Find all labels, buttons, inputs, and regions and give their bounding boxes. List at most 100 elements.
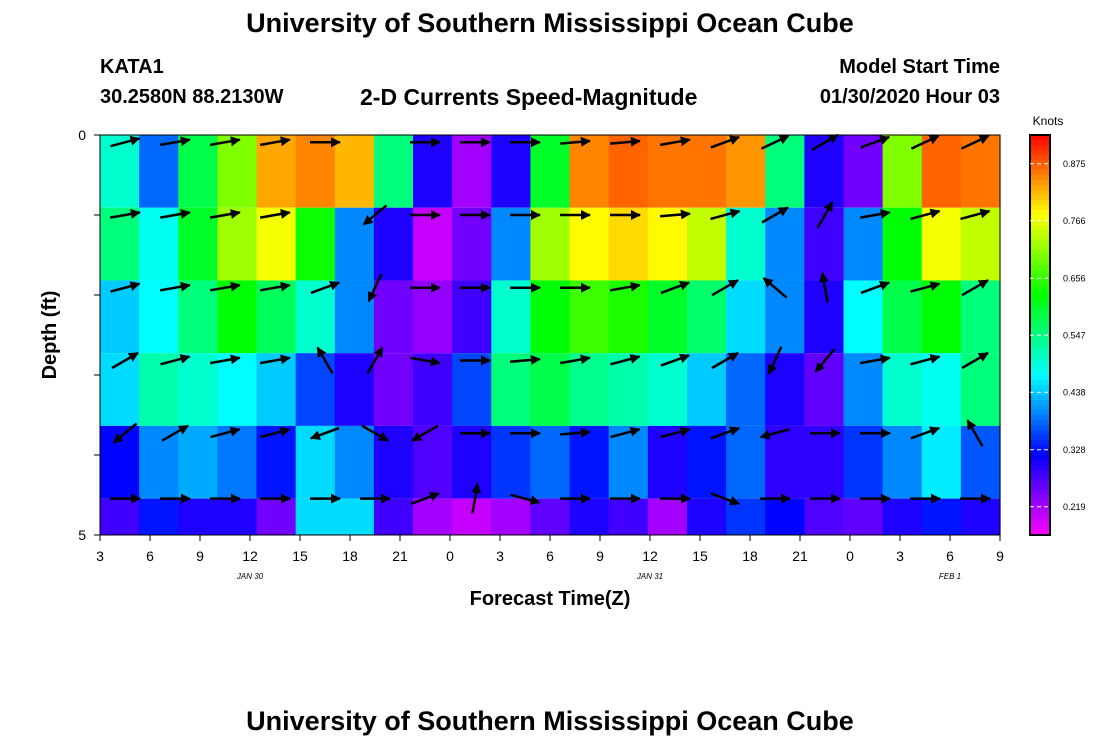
x-tick-label: 3	[96, 548, 104, 564]
current-vector	[762, 277, 788, 299]
colorbar-segment	[1030, 245, 1050, 251]
colorbar-segment	[1030, 465, 1050, 471]
current-vector	[711, 351, 739, 370]
heatmap-cell	[178, 280, 218, 354]
colorbar-segment	[1030, 220, 1050, 226]
current-vector	[710, 492, 741, 506]
current-vector	[259, 281, 291, 292]
chart-title: 2-D Currents Speed-Magnitude	[360, 84, 698, 110]
colorbar-segment	[1030, 280, 1050, 286]
y-axis-label: Depth (ft)	[39, 291, 61, 380]
colorbar-segment	[1030, 385, 1050, 391]
current-vector	[260, 426, 291, 439]
heatmap-cell	[843, 353, 884, 426]
heatmap-cell	[139, 135, 179, 208]
current-vector	[710, 208, 741, 221]
heatmap-cell	[686, 135, 727, 208]
colorbar-tick-label: 0.328	[1063, 445, 1086, 455]
heatmap-cell	[256, 135, 297, 208]
colorbar-segment	[1030, 215, 1050, 221]
current-vector	[209, 281, 241, 292]
heatmap-cell	[726, 425, 766, 499]
heatmap-cell	[921, 353, 962, 426]
heatmap-cell	[334, 207, 375, 281]
current-vector	[816, 201, 834, 229]
colorbar-segment	[1030, 185, 1050, 191]
x-tick-label: 21	[392, 548, 408, 564]
current-vector	[411, 424, 439, 442]
current-vector	[209, 136, 241, 147]
current-vector	[367, 273, 383, 303]
heatmap-cell	[569, 280, 610, 354]
current-vector	[910, 281, 941, 293]
x-tick-label: 15	[292, 548, 308, 564]
current-vector	[761, 206, 789, 224]
colorbar-segment	[1030, 320, 1050, 326]
colorbar-segment	[1030, 485, 1050, 491]
heatmap-cell	[647, 353, 688, 426]
heatmap-cell	[608, 353, 649, 426]
heatmap-cell	[765, 498, 805, 535]
heatmap-cell	[100, 135, 140, 208]
heatmap-cell	[608, 135, 649, 208]
heatmap-cell	[569, 498, 610, 535]
colorbar-segment	[1030, 395, 1050, 401]
colorbar-segment	[1030, 250, 1050, 256]
heatmap-cell	[608, 498, 649, 535]
heatmap-cell	[647, 280, 688, 354]
x-tick-label: 0	[446, 548, 454, 564]
heatmap-cell	[921, 425, 962, 499]
current-vector	[610, 426, 641, 439]
heatmap-cell	[686, 498, 727, 535]
heatmap-cell	[960, 207, 1001, 281]
heatmap-cell	[608, 425, 649, 499]
current-vector	[860, 280, 891, 295]
heatmap-cell	[452, 135, 492, 208]
colorbar-segment	[1030, 240, 1050, 246]
colorbar-segment	[1030, 425, 1050, 431]
date-label: FEB 1	[939, 572, 961, 581]
x-tick-label: 6	[946, 548, 954, 564]
current-vector	[259, 354, 291, 365]
heatmap-cell	[686, 425, 727, 499]
heatmap-cell	[452, 353, 492, 426]
heatmap-cell	[334, 135, 375, 208]
date-label: JAN 30	[236, 572, 264, 581]
current-vectors	[109, 133, 991, 514]
station-id: KATA1	[100, 56, 164, 78]
colorbar-tick-label: 0.656	[1063, 273, 1086, 283]
colorbar-segment	[1030, 145, 1050, 151]
colorbar: 0.875 0.766 0.656 0.547 0.438 0.328 0.219	[1029, 134, 1086, 536]
page-title: University of Southern Mississippi Ocean…	[246, 8, 854, 38]
heatmap-cell	[843, 425, 884, 499]
colorbar-segment	[1030, 510, 1050, 516]
current-vector	[910, 426, 941, 440]
current-vector	[209, 209, 241, 219]
heatmap-cell	[178, 207, 218, 281]
heatmap-cell	[491, 135, 532, 208]
colorbar-segment	[1030, 435, 1050, 441]
y-tick-label: 0	[78, 127, 86, 143]
heatmap-cells	[100, 135, 1001, 535]
current-vector	[159, 209, 191, 219]
heatmap-cell	[921, 280, 962, 354]
heatmap-cell	[217, 207, 258, 281]
heatmap-cell	[217, 135, 258, 208]
heatmap-cell	[647, 498, 688, 535]
heatmap-cell	[491, 353, 532, 426]
colorbar-segment	[1030, 400, 1050, 406]
colorbar-segment	[1030, 375, 1050, 381]
y-axis: 05	[78, 127, 100, 543]
heatmap-cell	[921, 498, 962, 535]
heatmap-cell	[334, 425, 375, 499]
current-vector	[660, 426, 691, 439]
colorbar-segment	[1030, 480, 1050, 486]
heatmap-cell	[256, 498, 297, 535]
current-vector	[910, 134, 940, 150]
current-vector	[210, 426, 241, 439]
colorbar-segment	[1030, 410, 1050, 416]
heatmap-cell	[334, 353, 375, 426]
heatmap-cell	[217, 280, 258, 354]
x-tick-label: 18	[342, 548, 358, 564]
